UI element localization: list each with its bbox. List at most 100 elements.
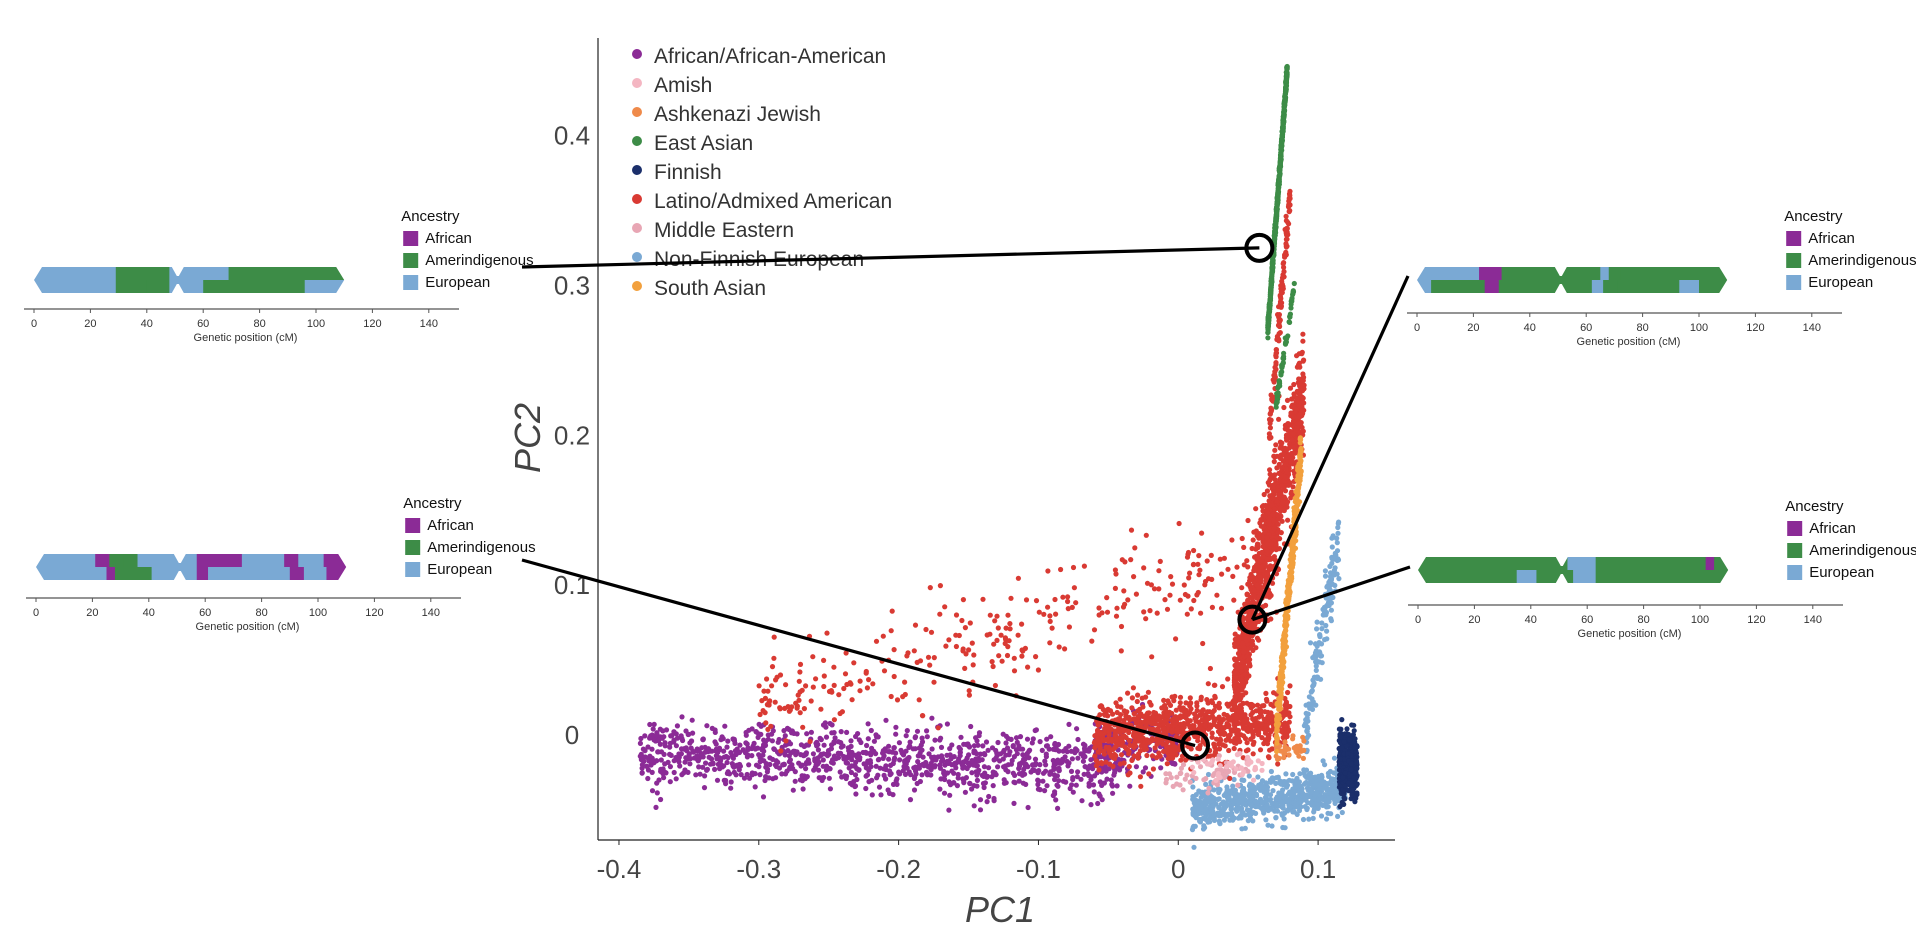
data-point xyxy=(878,792,884,798)
data-point xyxy=(1280,500,1286,506)
data-point xyxy=(1326,773,1332,780)
data-point xyxy=(729,753,736,759)
data-point xyxy=(1218,605,1225,611)
data-point xyxy=(1305,711,1311,717)
data-point xyxy=(1113,753,1119,759)
data-point xyxy=(1097,745,1103,751)
data-point xyxy=(1104,776,1110,782)
data-point xyxy=(1297,383,1303,389)
data-point xyxy=(1282,254,1288,260)
data-point xyxy=(1211,795,1217,802)
data-point xyxy=(1066,721,1072,728)
data-point xyxy=(920,713,926,719)
data-point xyxy=(1170,760,1176,767)
data-point xyxy=(1302,773,1308,779)
data-point xyxy=(1015,575,1022,581)
data-point xyxy=(1268,768,1274,775)
data-point xyxy=(831,682,837,689)
data-point xyxy=(826,775,832,781)
data-point xyxy=(1144,752,1150,759)
data-point xyxy=(1030,767,1036,773)
data-point xyxy=(890,792,896,798)
data-point xyxy=(981,773,987,780)
data-point xyxy=(1212,695,1218,701)
data-point xyxy=(1075,736,1081,743)
data-point xyxy=(1230,816,1236,822)
data-point xyxy=(1101,711,1107,717)
data-point xyxy=(1112,567,1118,573)
data-point xyxy=(671,769,677,776)
data-point xyxy=(1239,640,1246,647)
data-point xyxy=(888,762,894,769)
data-point xyxy=(821,742,827,748)
data-point xyxy=(1227,789,1233,795)
data-point xyxy=(1274,802,1280,808)
data-point xyxy=(1002,635,1009,641)
data-point xyxy=(1253,798,1259,804)
data-point xyxy=(1321,604,1328,611)
data-point xyxy=(1205,576,1212,582)
data-point xyxy=(771,746,777,752)
data-point xyxy=(932,764,938,770)
data-point xyxy=(1272,506,1278,512)
data-point xyxy=(645,775,651,782)
data-point xyxy=(1109,738,1115,744)
data-point xyxy=(985,747,991,753)
data-point xyxy=(1239,664,1245,670)
data-point xyxy=(1325,810,1331,816)
data-point xyxy=(977,807,984,813)
data-point xyxy=(1184,772,1190,778)
data-point xyxy=(825,748,832,754)
data-point xyxy=(1288,792,1294,798)
data-point xyxy=(1154,741,1160,747)
data-point xyxy=(1313,801,1319,807)
data-point xyxy=(1191,769,1197,776)
data-point xyxy=(1186,575,1192,581)
data-point xyxy=(1300,331,1306,337)
data-point xyxy=(657,726,663,732)
data-point xyxy=(685,769,691,776)
data-point xyxy=(1189,764,1195,770)
data-point xyxy=(1216,796,1222,802)
data-point xyxy=(1242,672,1248,678)
data-point xyxy=(786,753,792,759)
data-point xyxy=(1244,558,1250,564)
data-point xyxy=(1287,703,1293,710)
data-point xyxy=(1167,744,1173,750)
data-point xyxy=(1189,827,1196,833)
data-point xyxy=(986,765,992,771)
data-point xyxy=(1272,447,1278,453)
data-point xyxy=(1299,349,1305,355)
data-point xyxy=(750,743,756,749)
data-point xyxy=(991,641,997,647)
data-point xyxy=(1329,581,1335,587)
data-point xyxy=(1211,721,1217,728)
data-point xyxy=(1325,599,1332,606)
data-point xyxy=(1048,734,1054,740)
data-point xyxy=(1025,664,1031,670)
data-point xyxy=(1322,568,1328,574)
data-point xyxy=(1318,796,1324,802)
data-point xyxy=(1312,793,1318,799)
data-point xyxy=(765,688,771,694)
data-point xyxy=(898,747,904,753)
data-point xyxy=(1050,792,1056,799)
data-point xyxy=(1181,582,1187,588)
data-point xyxy=(1245,754,1251,760)
data-point xyxy=(1196,712,1203,718)
data-point xyxy=(1264,698,1270,704)
data-point xyxy=(699,751,705,757)
data-point xyxy=(808,729,815,735)
data-point xyxy=(1099,761,1105,767)
data-point xyxy=(824,753,831,759)
data-point xyxy=(1284,500,1290,506)
data-point xyxy=(1285,482,1291,488)
data-point xyxy=(1162,717,1168,724)
data-point xyxy=(813,676,819,682)
data-point xyxy=(1275,312,1281,318)
data-point xyxy=(1035,667,1041,673)
data-point xyxy=(1292,789,1298,795)
data-point xyxy=(717,761,724,767)
data-point xyxy=(1277,330,1283,336)
data-point xyxy=(1219,684,1226,690)
